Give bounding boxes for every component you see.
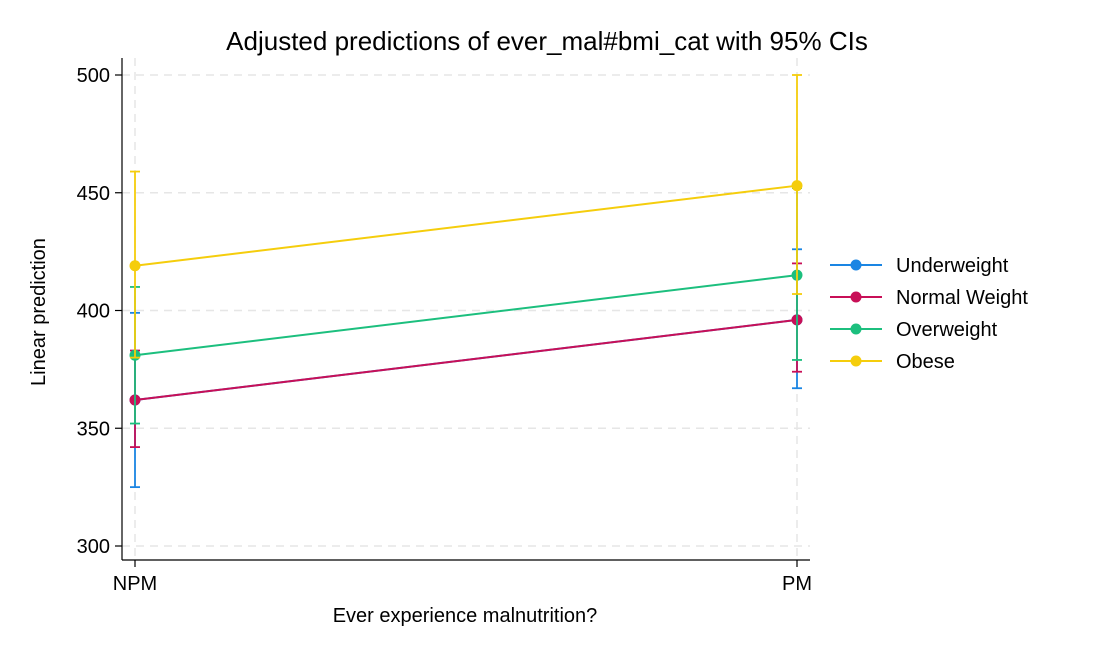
chart-title: Adjusted predictions of ever_mal#bmi_cat… [226,26,868,56]
series-line [134,274,798,357]
y-tick-label: 500 [77,65,110,87]
x-tick-label: NPM [113,573,157,595]
series-normal-weight [129,262,803,448]
series-layer [129,74,803,489]
y-tick-label: 400 [77,301,110,323]
series-obese [129,74,803,359]
y-tick-label: 450 [77,183,110,205]
legend-swatch-marker [850,291,862,303]
legend-item: Underweight [830,255,1009,277]
x-tick-label: PM [782,573,812,595]
legend-label: Obese [896,351,955,373]
series-line [134,318,798,401]
axis-layer: 300 350 400 450 500 NPM PM [77,58,812,595]
y-tick-label: 350 [77,418,110,440]
y-axis-label: Linear prediction [28,238,50,386]
legend-item: Overweight [830,319,998,341]
legend-swatch-marker [850,355,862,367]
series-line [134,184,798,267]
legend-swatch-marker [850,323,862,335]
x-axis-label: Ever experience malnutrition? [333,605,598,627]
legend-label: Normal Weight [896,287,1028,309]
legend-item: Obese [830,351,955,373]
legend-label: Overweight [896,319,998,341]
legend: Underweight Normal Weight Overweight Obese [830,255,1028,373]
data-point [129,260,141,272]
legend-swatch-marker [850,259,862,271]
data-point [791,180,803,192]
legend-item: Normal Weight [830,287,1028,309]
series-underweight [129,248,803,489]
y-tick-label: 300 [77,536,110,558]
grid-layer [122,58,810,560]
legend-label: Underweight [896,255,1009,277]
